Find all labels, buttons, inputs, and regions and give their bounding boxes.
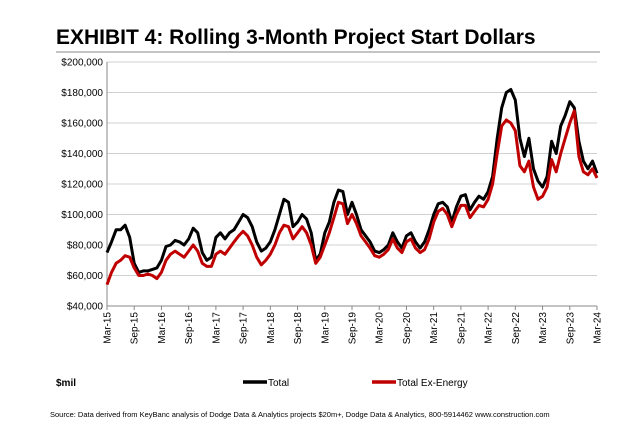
- x-tick-label: Mar-17: [211, 312, 222, 344]
- legend-label: Total: [268, 378, 289, 389]
- y-tick-label: $60,000: [67, 271, 104, 282]
- source-note: Source: Data derived from KeyBanc analys…: [50, 410, 550, 419]
- legend-label: Total Ex-Energy: [397, 378, 468, 389]
- y-tick-label: $160,000: [61, 119, 103, 130]
- x-tick-label: Mar-21: [429, 312, 440, 344]
- y-tick-label: $40,000: [67, 302, 104, 313]
- x-tick-label: Sep-15: [130, 312, 141, 345]
- x-tick-label: Mar-15: [103, 312, 114, 344]
- x-tick-label: Mar-23: [538, 312, 549, 344]
- x-tick-label: Mar-19: [320, 312, 331, 344]
- unit-label: $mil: [56, 378, 76, 389]
- x-tick-label: Sep-22: [511, 312, 522, 345]
- y-tick-label: $180,000: [61, 88, 103, 99]
- x-tick-label: Sep-17: [239, 312, 250, 345]
- series-line: [105, 88, 599, 274]
- y-tick-label: $100,000: [61, 210, 103, 221]
- x-tick-label: Sep-20: [402, 312, 413, 345]
- x-tick-label: Mar-22: [484, 312, 495, 344]
- x-tick-label: Sep-21: [456, 312, 467, 345]
- x-tick-label: Sep-23: [565, 312, 576, 345]
- x-tick-label: Mar-16: [157, 312, 168, 344]
- y-tick-label: $140,000: [61, 149, 103, 160]
- x-tick-label: Sep-16: [184, 312, 195, 345]
- x-tick-label: Sep-19: [348, 312, 359, 345]
- x-tick-label: Sep-18: [293, 312, 304, 345]
- series-line: [105, 109, 599, 286]
- y-tick-label: $80,000: [67, 241, 104, 252]
- x-tick-label: Mar-20: [375, 312, 386, 344]
- x-tick-label: Mar-18: [266, 312, 277, 344]
- chart-title: EXHIBIT 4: Rolling 3-Month Project Start…: [56, 26, 536, 49]
- y-tick-label: $200,000: [61, 58, 103, 69]
- y-tick-label: $120,000: [61, 180, 103, 191]
- x-tick-label: Mar-24: [593, 312, 604, 344]
